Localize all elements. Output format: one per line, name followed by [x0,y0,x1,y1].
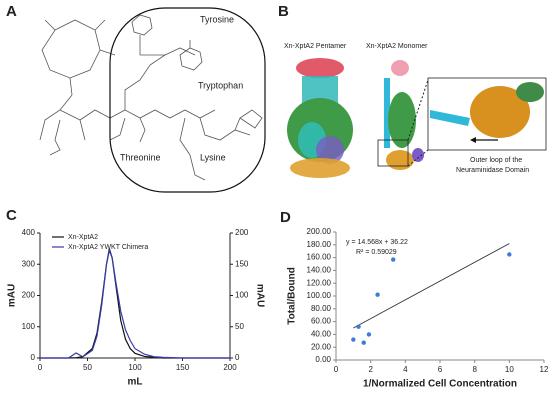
series-line [40,248,230,359]
x-tick-label: 6 [438,365,443,374]
y2-tick-label: 200 [235,228,249,237]
point [351,337,356,342]
x-tick-label: 0 [38,363,43,372]
y-tick-label: 180.00 [307,240,332,249]
series-line [40,248,230,359]
inset-caption: Outer loop of the [470,157,522,164]
x-tick-label: 150 [176,363,190,372]
y2-axis-label: mAU [254,284,265,307]
structure-label: Xn-XptA2 Monomer [366,43,428,50]
panel-letter: D [280,209,291,226]
y-tick-label: 60.00 [311,317,332,326]
annotation: R² = 0.59029 [356,249,397,256]
y-tick-label: 400 [22,228,36,237]
inset-caption: Neuraminidase Domain [456,167,529,174]
point [375,292,380,297]
panel-letter: A [6,3,17,20]
residue-label: Lysine [200,152,226,162]
legend-label: Xn-XptA2 YWKT Chimera [68,244,148,251]
x-axis-label: mL [128,377,143,388]
annotation: y = 14.568x + 36.22 [346,239,408,246]
point [356,324,361,329]
y-tick-label: 80.00 [311,304,332,313]
y-tick-label: 160.00 [307,253,332,262]
y2-tick-label: 50 [235,322,244,331]
y-tick-label: 0 [31,353,36,362]
y-tick-label: 120.00 [307,278,332,287]
y-tick-label: 100 [22,322,36,331]
x-tick-label: 8 [472,365,477,374]
x-tick-label: 200 [223,363,237,372]
y2-tick-label: 150 [235,259,249,268]
y-tick-label: 20.00 [311,342,332,351]
x-tick-label: 50 [83,363,92,372]
zoom-line [407,149,429,167]
residue-label: Tryptophan [198,80,243,90]
zoom-box [377,139,409,167]
x-tick-label: 4 [403,365,408,374]
pentamer-structure [287,58,353,178]
residue-label: Tyrosine [200,14,234,24]
y-axis-label: Total/Bound [287,267,298,325]
panel-letter: B [278,3,289,20]
y-tick-label: 40.00 [311,330,332,339]
residue-label: Threonine [120,152,161,162]
y-tick-label: 200.00 [307,227,332,236]
monomer-structure [384,60,424,170]
point [361,340,366,345]
x-tick-label: 100 [128,363,142,372]
y2-tick-label: 100 [235,291,249,300]
structure-label: Xn-XptA2 Pentamer [284,43,347,50]
y2-tick-label: 0 [235,353,240,362]
y-tick-label: 0.00 [315,355,331,364]
legend-label: Xn-XptA2 [68,234,98,241]
x-tick-label: 10 [505,365,514,374]
panel-letter: C [6,207,17,224]
point [391,257,396,262]
x-tick-label: 0 [334,365,339,374]
y-tick-label: 140.00 [307,266,332,275]
zoom-line [407,79,429,141]
molecule [39,14,263,181]
point [507,252,512,257]
zoom-inset [427,77,547,151]
x-axis-label: 1/Normalized Cell Concentration [363,379,517,390]
y-axis-label: mAU [7,284,18,307]
y-tick-label: 100.00 [307,291,332,300]
y-tick-label: 200 [22,291,36,300]
x-tick-label: 12 [540,365,549,374]
point [366,332,372,337]
y-tick-label: 300 [22,259,36,268]
trendline [353,243,510,329]
x-tick-label: 2 [368,365,373,374]
highlight-loop [109,7,266,193]
